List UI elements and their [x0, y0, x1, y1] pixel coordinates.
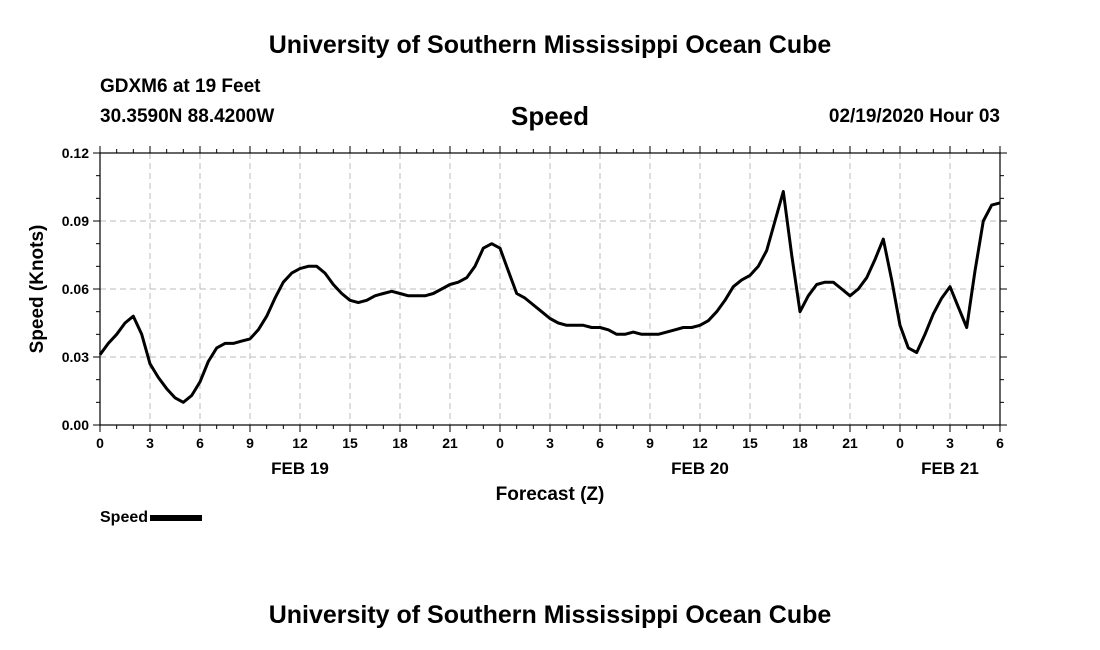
- y-tick-label: 0.03: [62, 349, 89, 365]
- top-title: University of Southern Mississippi Ocean…: [268, 31, 832, 59]
- legend-swatch: [150, 514, 203, 521]
- x-tick-label: 6: [996, 435, 1004, 451]
- x-tick-label: 0: [496, 435, 504, 451]
- chart-grid: [100, 153, 1000, 425]
- x-tick-label: 12: [292, 435, 308, 451]
- legend: Speed: [100, 509, 203, 527]
- x-tick-label: 6: [596, 435, 604, 451]
- x-tick-label: 15: [742, 435, 758, 451]
- datetime-label: 02/19/2020 Hour 03: [828, 106, 1000, 127]
- bottom-title: University of Southern Mississippi Ocean…: [268, 601, 832, 629]
- x-tick-label: 0: [896, 435, 904, 451]
- legend-label: Speed: [100, 509, 149, 526]
- x-tick-label: 9: [246, 435, 254, 451]
- speed-series-line: [98, 190, 1001, 404]
- x-tick-label: 21: [842, 435, 858, 451]
- day-label: FEB 19: [271, 459, 329, 478]
- day-labels: FEB 19 FEB 20 FEB 21: [271, 459, 979, 478]
- x-tick-label: 18: [392, 435, 408, 451]
- x-tick-label: 6: [196, 435, 204, 451]
- y-tick-label: 0.12: [62, 145, 89, 161]
- x-tick-label: 18: [792, 435, 808, 451]
- y-axis-title: Speed (Knots): [27, 225, 48, 354]
- x-tick-label: 0: [96, 435, 104, 451]
- day-label: FEB 21: [921, 459, 979, 478]
- y-tick-label: 0.09: [62, 213, 89, 229]
- x-tick-label: 12: [692, 435, 708, 451]
- variable-title: Speed: [510, 101, 590, 131]
- y-tick-label: 0.06: [62, 281, 89, 297]
- day-label: FEB 20: [671, 459, 729, 478]
- y-tick-label: 0.00: [62, 417, 89, 433]
- location-label: 30.3590N 88.4200W: [100, 106, 275, 127]
- x-tick-label: 3: [146, 435, 154, 451]
- y-tick-labels: 0.00 0.03 0.06 0.09 0.12: [62, 145, 89, 433]
- x-tick-label: 15: [342, 435, 358, 451]
- x-tick-labels: 0 3 6 9 12 15 18 21 0 3 6 9 12 15 18 21 0 3 6: [96, 435, 1004, 451]
- station-label: GDXM6 at 19 Feet: [100, 76, 261, 97]
- x-tick-label: 21: [442, 435, 458, 451]
- x-axis-title: Forecast (Z): [496, 484, 605, 505]
- x-tick-label: 3: [946, 435, 954, 451]
- x-tick-label: 9: [646, 435, 654, 451]
- x-tick-label: 3: [546, 435, 554, 451]
- chart-ticks: [93, 146, 1007, 432]
